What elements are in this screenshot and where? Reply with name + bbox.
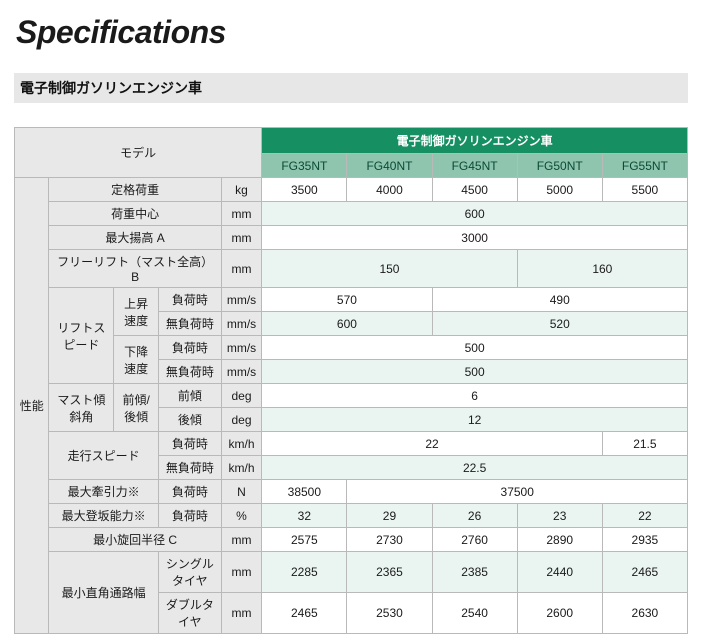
- row-label: 最大牽引力※: [49, 480, 158, 504]
- data-cell: 32: [262, 504, 347, 528]
- data-cell: 2530: [347, 593, 432, 634]
- data-cell: 21.5: [602, 432, 687, 456]
- data-cell: 490: [432, 288, 687, 312]
- data-cell: 2630: [602, 593, 687, 634]
- data-cell: 38500: [262, 480, 347, 504]
- data-cell: 600: [262, 312, 432, 336]
- model-col: FG50NT: [517, 154, 602, 178]
- model-col: FG35NT: [262, 154, 347, 178]
- data-cell: 2575: [262, 528, 347, 552]
- row-label: 負荷時: [158, 480, 221, 504]
- data-cell: 2285: [262, 552, 347, 593]
- data-cell: 5500: [602, 178, 687, 202]
- row-label: マスト傾斜角: [49, 384, 114, 432]
- unit-cell: mm: [221, 552, 262, 593]
- data-cell: 160: [517, 250, 687, 288]
- unit-cell: km/h: [221, 456, 262, 480]
- row-label: 最小旋回半径 C: [49, 528, 221, 552]
- data-cell: 2730: [347, 528, 432, 552]
- row-label: 前傾/後傾: [114, 384, 159, 432]
- data-cell: 2600: [517, 593, 602, 634]
- data-cell: 2890: [517, 528, 602, 552]
- data-cell: 12: [262, 408, 688, 432]
- row-label: 無負荷時: [158, 312, 221, 336]
- data-cell: 500: [262, 336, 688, 360]
- data-cell: 22: [602, 504, 687, 528]
- unit-cell: kg: [221, 178, 262, 202]
- data-cell: 23: [517, 504, 602, 528]
- data-cell: 2540: [432, 593, 517, 634]
- spec-table: モデル 電子制御ガソリンエンジン車 FG35NT FG40NT FG45NT F…: [14, 127, 688, 634]
- subtitle-bar: 電子制御ガソリンエンジン車: [14, 73, 688, 103]
- unit-cell: deg: [221, 384, 262, 408]
- row-label: 最大揚高 A: [49, 226, 221, 250]
- row-label: 負荷時: [158, 504, 221, 528]
- unit-cell: mm/s: [221, 360, 262, 384]
- data-cell: 6: [262, 384, 688, 408]
- data-cell: 500: [262, 360, 688, 384]
- row-label: フリーリフト（マスト全高）B: [49, 250, 221, 288]
- model-col: FG45NT: [432, 154, 517, 178]
- row-label: 負荷時: [158, 336, 221, 360]
- page-title: Specifications: [16, 14, 688, 51]
- data-cell: 2440: [517, 552, 602, 593]
- unit-cell: mm: [221, 202, 262, 226]
- row-label: 後傾: [158, 408, 221, 432]
- data-cell: 600: [262, 202, 688, 226]
- data-cell: 3500: [262, 178, 347, 202]
- row-label: 定格荷重: [49, 178, 221, 202]
- row-label: 最小直角通路幅: [49, 552, 158, 634]
- unit-cell: N: [221, 480, 262, 504]
- data-cell: 22: [262, 432, 603, 456]
- row-label: ダブルタイヤ: [158, 593, 221, 634]
- unit-cell: %: [221, 504, 262, 528]
- data-cell: 26: [432, 504, 517, 528]
- data-cell: 150: [262, 250, 517, 288]
- data-cell: 5000: [517, 178, 602, 202]
- model-col: FG55NT: [602, 154, 687, 178]
- unit-cell: deg: [221, 408, 262, 432]
- model-label: モデル: [15, 128, 262, 178]
- unit-cell: km/h: [221, 432, 262, 456]
- data-cell: 2385: [432, 552, 517, 593]
- unit-cell: mm: [221, 226, 262, 250]
- data-cell: 2760: [432, 528, 517, 552]
- data-cell: 520: [432, 312, 687, 336]
- model-col: FG40NT: [347, 154, 432, 178]
- data-cell: 2365: [347, 552, 432, 593]
- unit-cell: mm/s: [221, 312, 262, 336]
- row-label: 走行スピード: [49, 432, 158, 480]
- unit-cell: mm: [221, 250, 262, 288]
- data-cell: 2935: [602, 528, 687, 552]
- row-label: 前傾: [158, 384, 221, 408]
- data-cell: 3000: [262, 226, 688, 250]
- row-label: 負荷時: [158, 432, 221, 456]
- data-cell: 29: [347, 504, 432, 528]
- data-cell: 4000: [347, 178, 432, 202]
- category-header: 電子制御ガソリンエンジン車: [262, 128, 688, 154]
- data-cell: 2465: [262, 593, 347, 634]
- row-label: 無負荷時: [158, 360, 221, 384]
- row-label: 下降速度: [114, 336, 159, 384]
- unit-cell: mm: [221, 593, 262, 634]
- row-label: 最大登坂能力※: [49, 504, 158, 528]
- side-label: 性能: [15, 178, 49, 634]
- row-label: 上昇速度: [114, 288, 159, 336]
- unit-cell: mm: [221, 528, 262, 552]
- data-cell: 37500: [347, 480, 688, 504]
- data-cell: 2465: [602, 552, 687, 593]
- unit-cell: mm/s: [221, 288, 262, 312]
- row-label: 無負荷時: [158, 456, 221, 480]
- row-label: リフトスピード: [49, 288, 114, 384]
- data-cell: 570: [262, 288, 432, 312]
- data-cell: 22.5: [262, 456, 688, 480]
- data-cell: 4500: [432, 178, 517, 202]
- row-label: 負荷時: [158, 288, 221, 312]
- unit-cell: mm/s: [221, 336, 262, 360]
- row-label: シングルタイヤ: [158, 552, 221, 593]
- row-label: 荷重中心: [49, 202, 221, 226]
